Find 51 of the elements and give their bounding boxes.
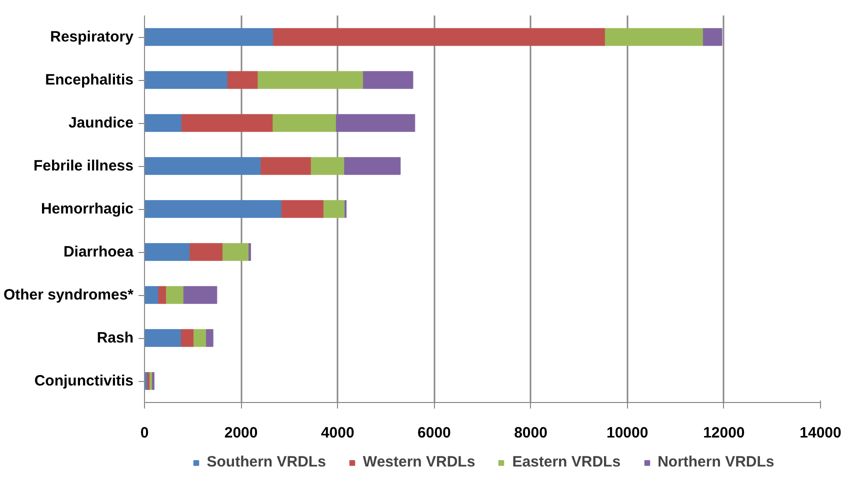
bar (181, 114, 274, 132)
bar (260, 157, 312, 175)
bar (344, 157, 401, 175)
bar (144, 71, 228, 89)
bar (144, 200, 282, 218)
legend-label: Northern VRDLs (658, 454, 774, 470)
bar (180, 329, 194, 347)
y-tick-label: Rash (96, 330, 134, 346)
y-tick-label: Jaundice (68, 114, 134, 132)
x-tick-label: 2000 (224, 424, 258, 442)
y-tick-label: Hemorrhagic (40, 200, 134, 218)
bar (310, 157, 345, 175)
bar (190, 243, 223, 261)
bar (604, 28, 704, 46)
bar (258, 71, 364, 89)
legend-label: Western VRDLs (362, 454, 476, 470)
x-tick-label: 4000 (320, 424, 354, 442)
bar (222, 243, 250, 261)
bar (227, 71, 258, 89)
bar (323, 200, 346, 218)
bar (281, 200, 324, 218)
bar (702, 28, 722, 46)
legend-label: Southern VRDLs (206, 454, 326, 470)
bar (158, 286, 166, 304)
legend-label: Eastern VRDLs (512, 454, 621, 470)
x-tick-label: 8000 (514, 424, 548, 442)
x-tick-label: 10000 (606, 424, 648, 442)
y-tick-label: Encephalitis (45, 72, 134, 88)
bar (183, 286, 218, 304)
y-tick-label: Other syndromes* (3, 286, 134, 304)
x-tick-label: 14000 (800, 424, 842, 442)
bar (272, 114, 336, 132)
y-tick-label: Respiratory (50, 28, 134, 46)
bar (206, 329, 214, 347)
y-tick-label: Diarrhoea (63, 244, 134, 260)
bar (144, 329, 182, 347)
bar (273, 28, 606, 46)
bar (144, 157, 262, 175)
x-tick-label: 6000 (418, 424, 451, 442)
x-tick-label: 12000 (703, 424, 745, 442)
bar (144, 28, 274, 46)
bar (362, 71, 414, 89)
bar (144, 286, 159, 304)
bar (166, 286, 184, 304)
x-tick-label: 0 (140, 424, 149, 442)
bar (336, 114, 416, 132)
bar (144, 114, 182, 132)
bar (144, 243, 190, 261)
y-tick-label: Conjunctivitis (34, 372, 134, 390)
bar (194, 329, 207, 347)
y-tick-label: Febrile illness (33, 158, 134, 174)
